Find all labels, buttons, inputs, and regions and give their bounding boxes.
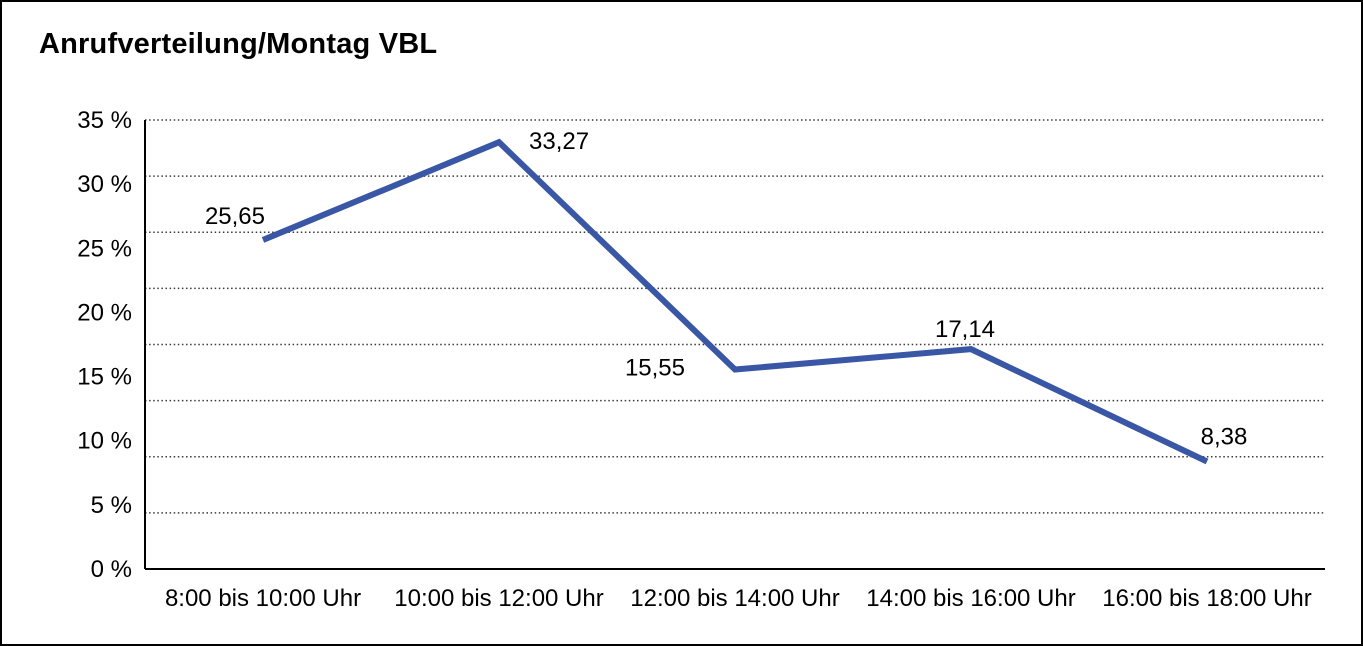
chart-title: Anrufverteilung/Montag VBL — [39, 28, 438, 60]
y-tick-label: 0 % — [91, 556, 132, 583]
y-tick-label: 30 % — [77, 171, 132, 198]
series-line — [261, 138, 1209, 465]
value-label: 15,55 — [625, 355, 685, 382]
value-label: 17,14 — [935, 316, 995, 343]
x-tick-label: 16:00 bis 18:00 Uhr — [1102, 585, 1311, 612]
x-tick-label: 10:00 bis 12:00 Uhr — [394, 585, 603, 612]
y-tick-label: 15 % — [77, 364, 132, 391]
y-tick-label: 35 % — [77, 107, 132, 134]
value-label: 33,27 — [529, 128, 589, 155]
y-tick-label: 25 % — [77, 235, 132, 262]
y-tick-label: 5 % — [91, 492, 132, 519]
x-tick-label: 12:00 bis 14:00 Uhr — [630, 585, 839, 612]
x-tick-label: 14:00 bis 16:00 Uhr — [866, 585, 1075, 612]
x-tick-label: 8:00 bis 10:00 Uhr — [165, 585, 361, 612]
y-tick-label: 10 % — [77, 428, 132, 455]
value-label: 8,38 — [1201, 423, 1248, 450]
y-tick-label: 20 % — [77, 299, 132, 326]
value-label: 25,65 — [205, 203, 265, 230]
